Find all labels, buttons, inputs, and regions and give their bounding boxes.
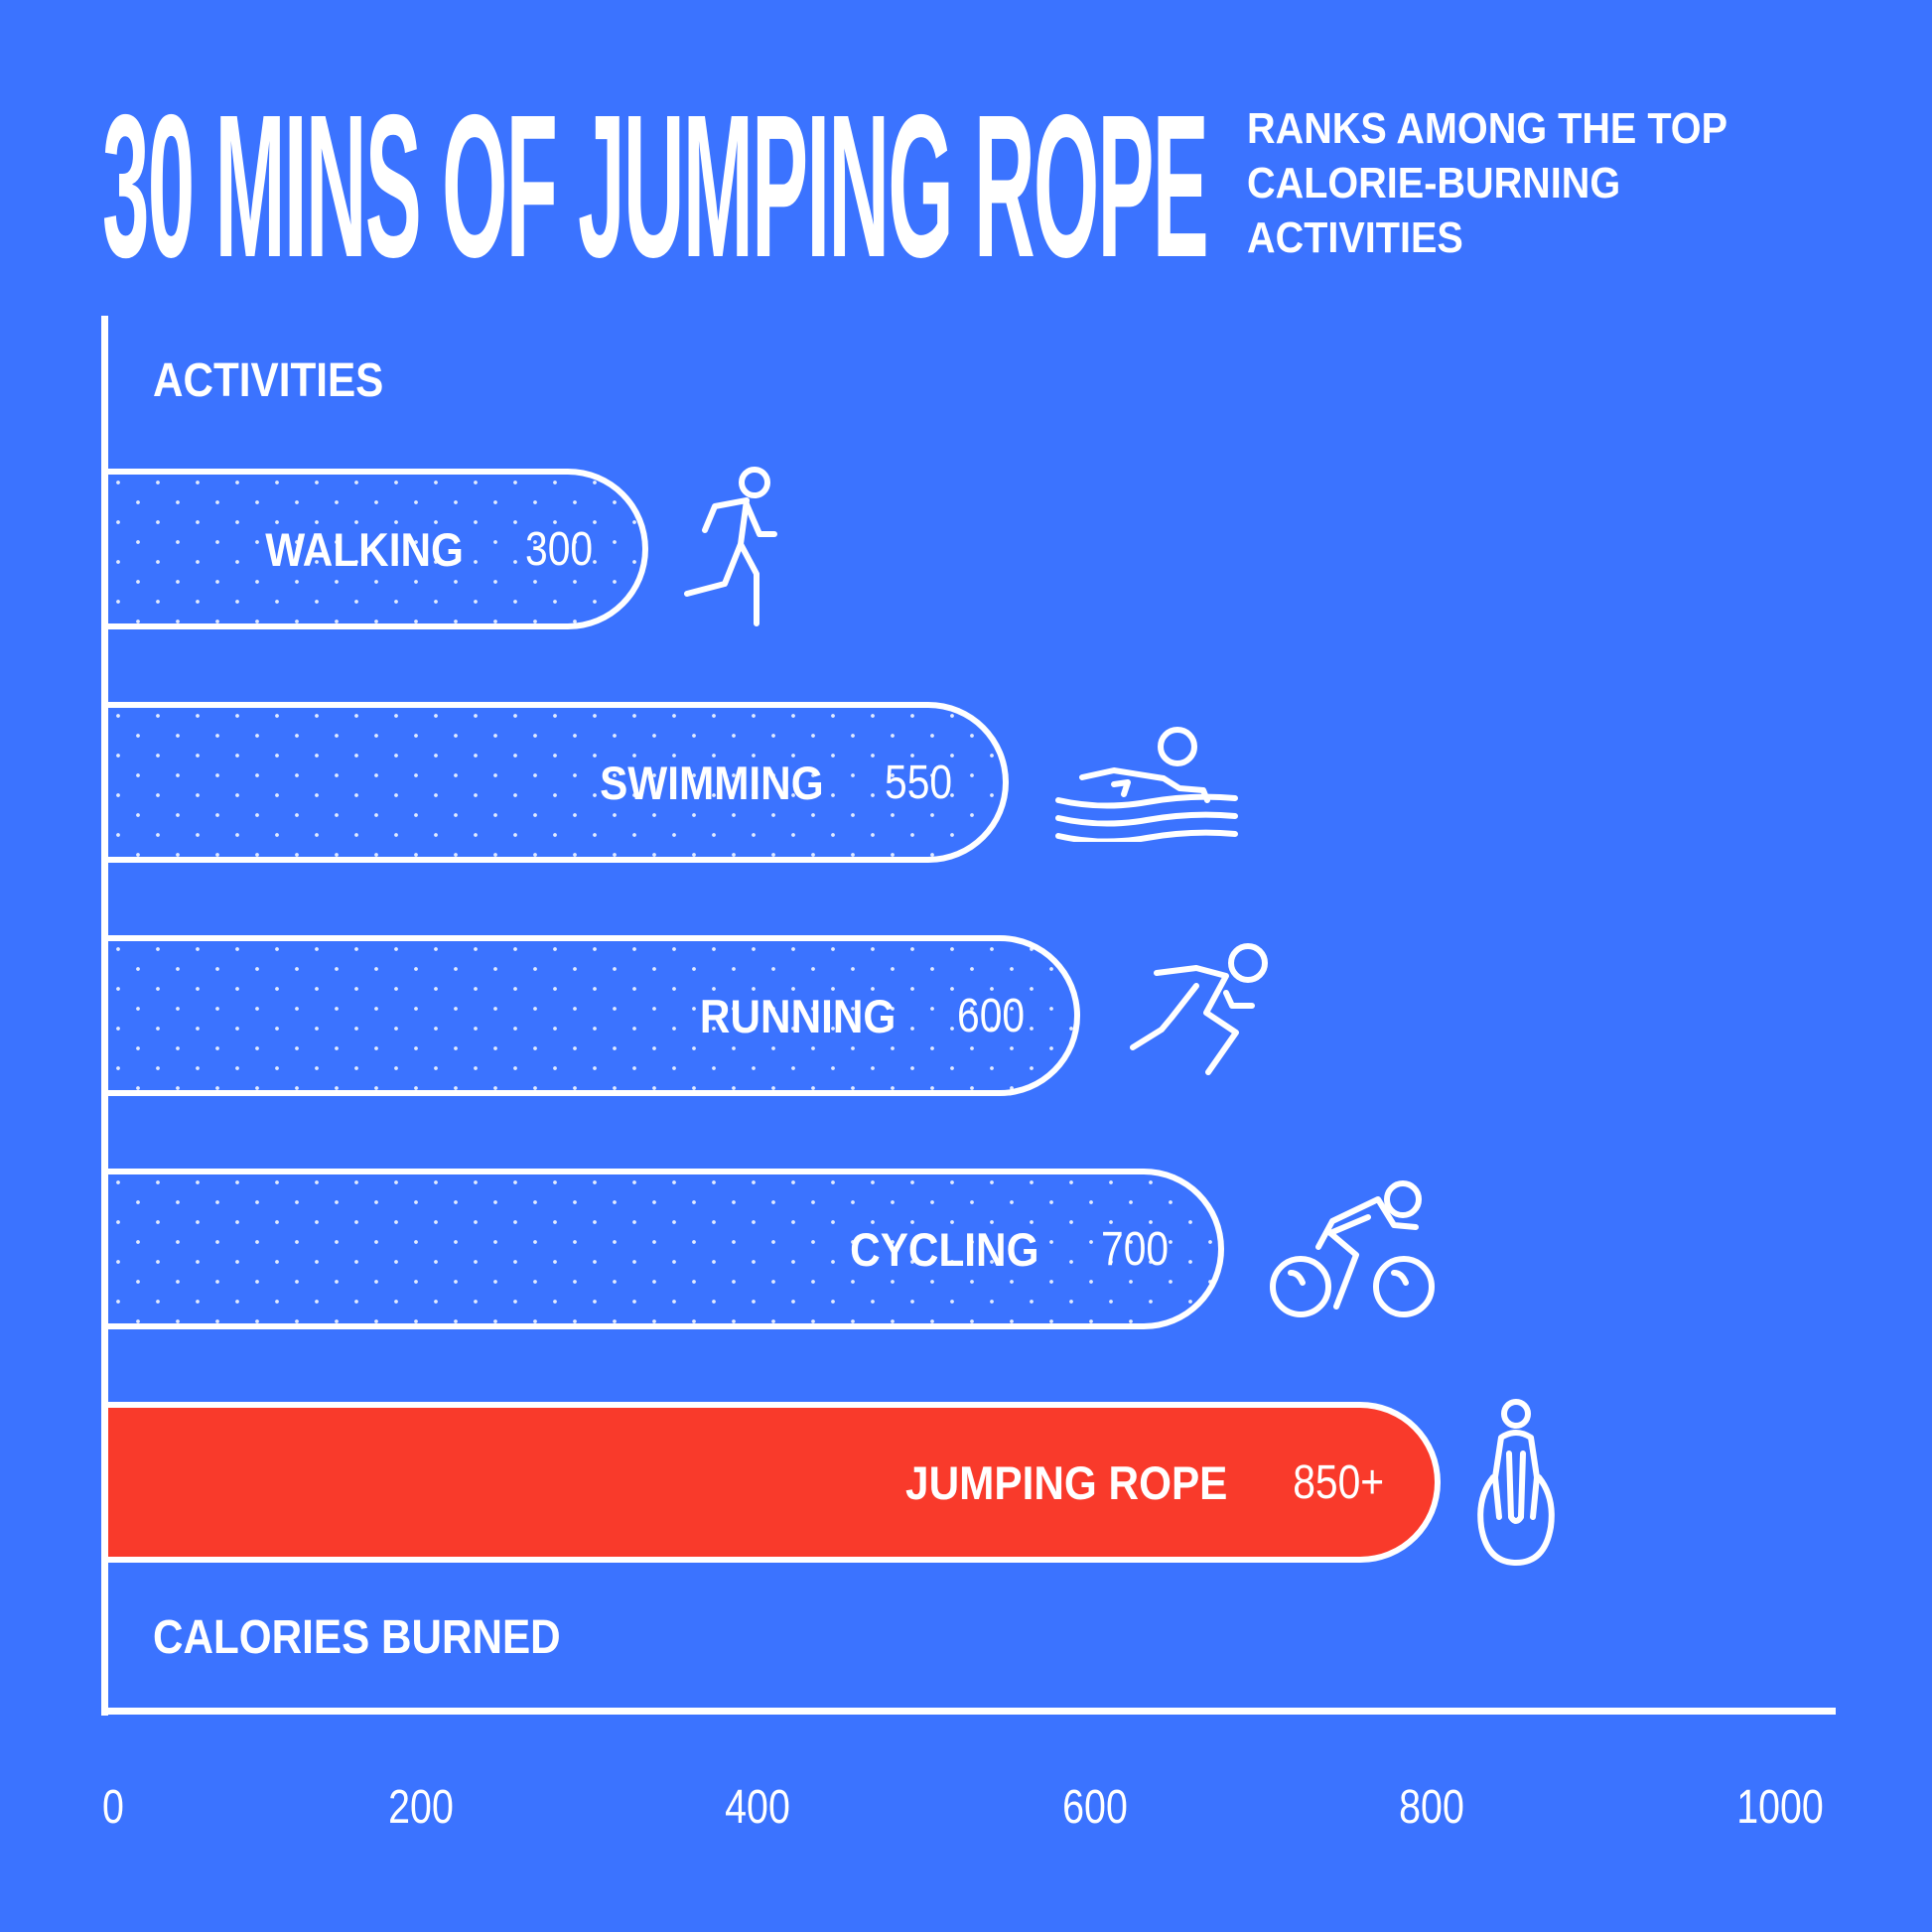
y-axis-line xyxy=(101,316,108,1716)
walking-icon xyxy=(675,465,794,633)
bar-value-label: 700 xyxy=(1100,1222,1169,1276)
chart-subtitle: RANKS AMONG THE TOP CALORIE-BURNING ACTI… xyxy=(1247,101,1727,265)
bar-label: RUNNING xyxy=(699,989,896,1042)
bar-label: CYCLING xyxy=(850,1222,1039,1276)
x-axis-label: CALORIES BURNED xyxy=(153,1611,561,1664)
bar-swimming: SWIMMING 550 xyxy=(108,702,1009,863)
cycling-icon xyxy=(1269,1177,1436,1329)
bar-label: JUMPING ROPE xyxy=(905,1455,1228,1509)
bar-label: WALKING xyxy=(265,522,464,576)
bar-cycling: CYCLING 700 xyxy=(108,1169,1224,1329)
bar-value-label: 600 xyxy=(956,989,1025,1042)
x-tick-label: 1000 xyxy=(1736,1781,1824,1834)
x-tick-label: 400 xyxy=(725,1781,790,1834)
subtitle-line: ACTIVITIES xyxy=(1247,213,1463,262)
swimming-icon xyxy=(1052,723,1241,847)
chart-title: 30 MINS OF JUMPING ROPE xyxy=(102,72,1209,300)
bar-value-label: 550 xyxy=(885,756,953,809)
subtitle-line: CALORIE-BURNING xyxy=(1247,159,1621,207)
y-axis-label: ACTIVITIES xyxy=(153,354,384,407)
x-axis-line xyxy=(101,1708,1836,1715)
x-tick-label: 800 xyxy=(1399,1781,1464,1834)
bar-value-label: 850+ xyxy=(1293,1455,1385,1509)
jump-rope-icon xyxy=(1471,1398,1561,1574)
bar-running: RUNNING 600 xyxy=(108,935,1080,1096)
bar-label: SWIMMING xyxy=(599,756,824,809)
x-tick-label: 200 xyxy=(388,1781,454,1834)
bar-value-label: 300 xyxy=(524,522,593,576)
bar-walking: WALKING 300 xyxy=(108,469,648,629)
x-tick-label: 600 xyxy=(1062,1781,1128,1834)
bar-jumping-rope: JUMPING ROPE 850+ xyxy=(108,1402,1441,1563)
x-tick-label: 0 xyxy=(102,1781,124,1834)
running-icon xyxy=(1127,938,1271,1092)
subtitle-line: RANKS AMONG THE TOP xyxy=(1247,104,1728,153)
